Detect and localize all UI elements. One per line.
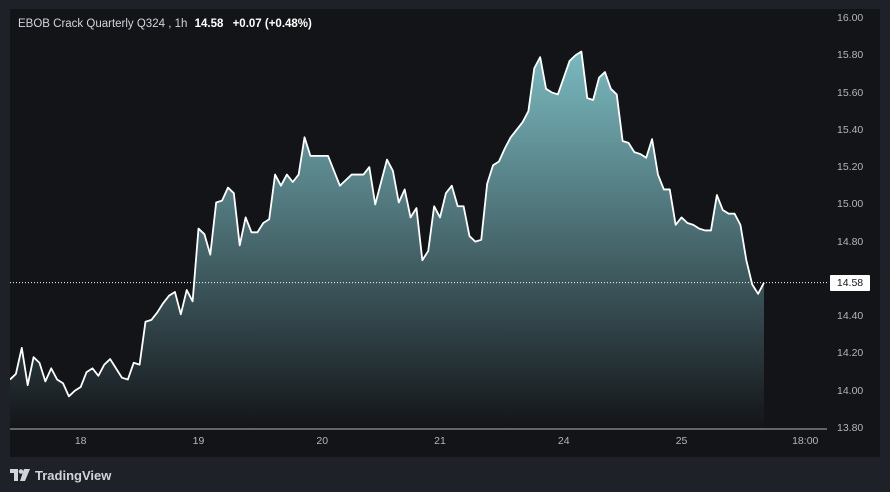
time-tick-label: 20 bbox=[316, 435, 329, 447]
price-tick-label: 14.20 bbox=[837, 347, 864, 360]
price-tick-label: 14.00 bbox=[837, 384, 864, 397]
price-line bbox=[10, 50, 765, 398]
time-tick-label: 18:00 bbox=[792, 435, 819, 447]
price-tick-label: 16.00 bbox=[837, 12, 864, 24]
chart-legend: EBOB Crack Quarterly Q324 , 1h 14.58 +0.… bbox=[18, 18, 312, 30]
chart-area[interactable]: EBOB Crack Quarterly Q324 , 1h 14.58 +0.… bbox=[10, 9, 827, 457]
time-tick-label: 25 bbox=[675, 435, 688, 447]
logo-text: TradingView bbox=[35, 467, 112, 483]
price-tick-label: 15.00 bbox=[837, 198, 864, 211]
price-tick-label: 15.60 bbox=[837, 86, 864, 99]
tradingview-branding[interactable]: TradingView bbox=[10, 466, 111, 484]
price-tick-label: 14.40 bbox=[837, 310, 864, 323]
legend-separator: , bbox=[168, 18, 175, 30]
price-axis[interactable]: 14.58 16.00 15.80 15.60 15.40 15.20 15.00 14.8… bbox=[827, 9, 880, 457]
legend-symbol: EBOB Crack Quarterly Q324 bbox=[18, 18, 165, 30]
legend-interval: 1h bbox=[174, 18, 188, 30]
tradingview-logo-icon bbox=[10, 469, 30, 481]
legend-change: +0.07 (+0.48%) bbox=[232, 18, 312, 30]
time-tick-label: 18 bbox=[74, 435, 87, 447]
time-tick-label: 24 bbox=[557, 435, 570, 447]
price-tick-label: 13.80 bbox=[837, 422, 864, 434]
time-tick-label: 19 bbox=[192, 435, 205, 447]
price-tick-label: 15.40 bbox=[837, 123, 864, 136]
last-price-marker: 14.58 bbox=[830, 274, 870, 291]
price-area-fill bbox=[10, 51, 764, 430]
price-tick-label: 14.80 bbox=[837, 235, 864, 248]
price-plot[interactable] bbox=[10, 9, 827, 457]
legend-last-price: 14.58 bbox=[194, 18, 224, 30]
time-tick-label: 21 bbox=[434, 435, 446, 447]
price-tick-label: 15.80 bbox=[837, 49, 864, 62]
price-tick-label: 15.20 bbox=[837, 161, 864, 174]
